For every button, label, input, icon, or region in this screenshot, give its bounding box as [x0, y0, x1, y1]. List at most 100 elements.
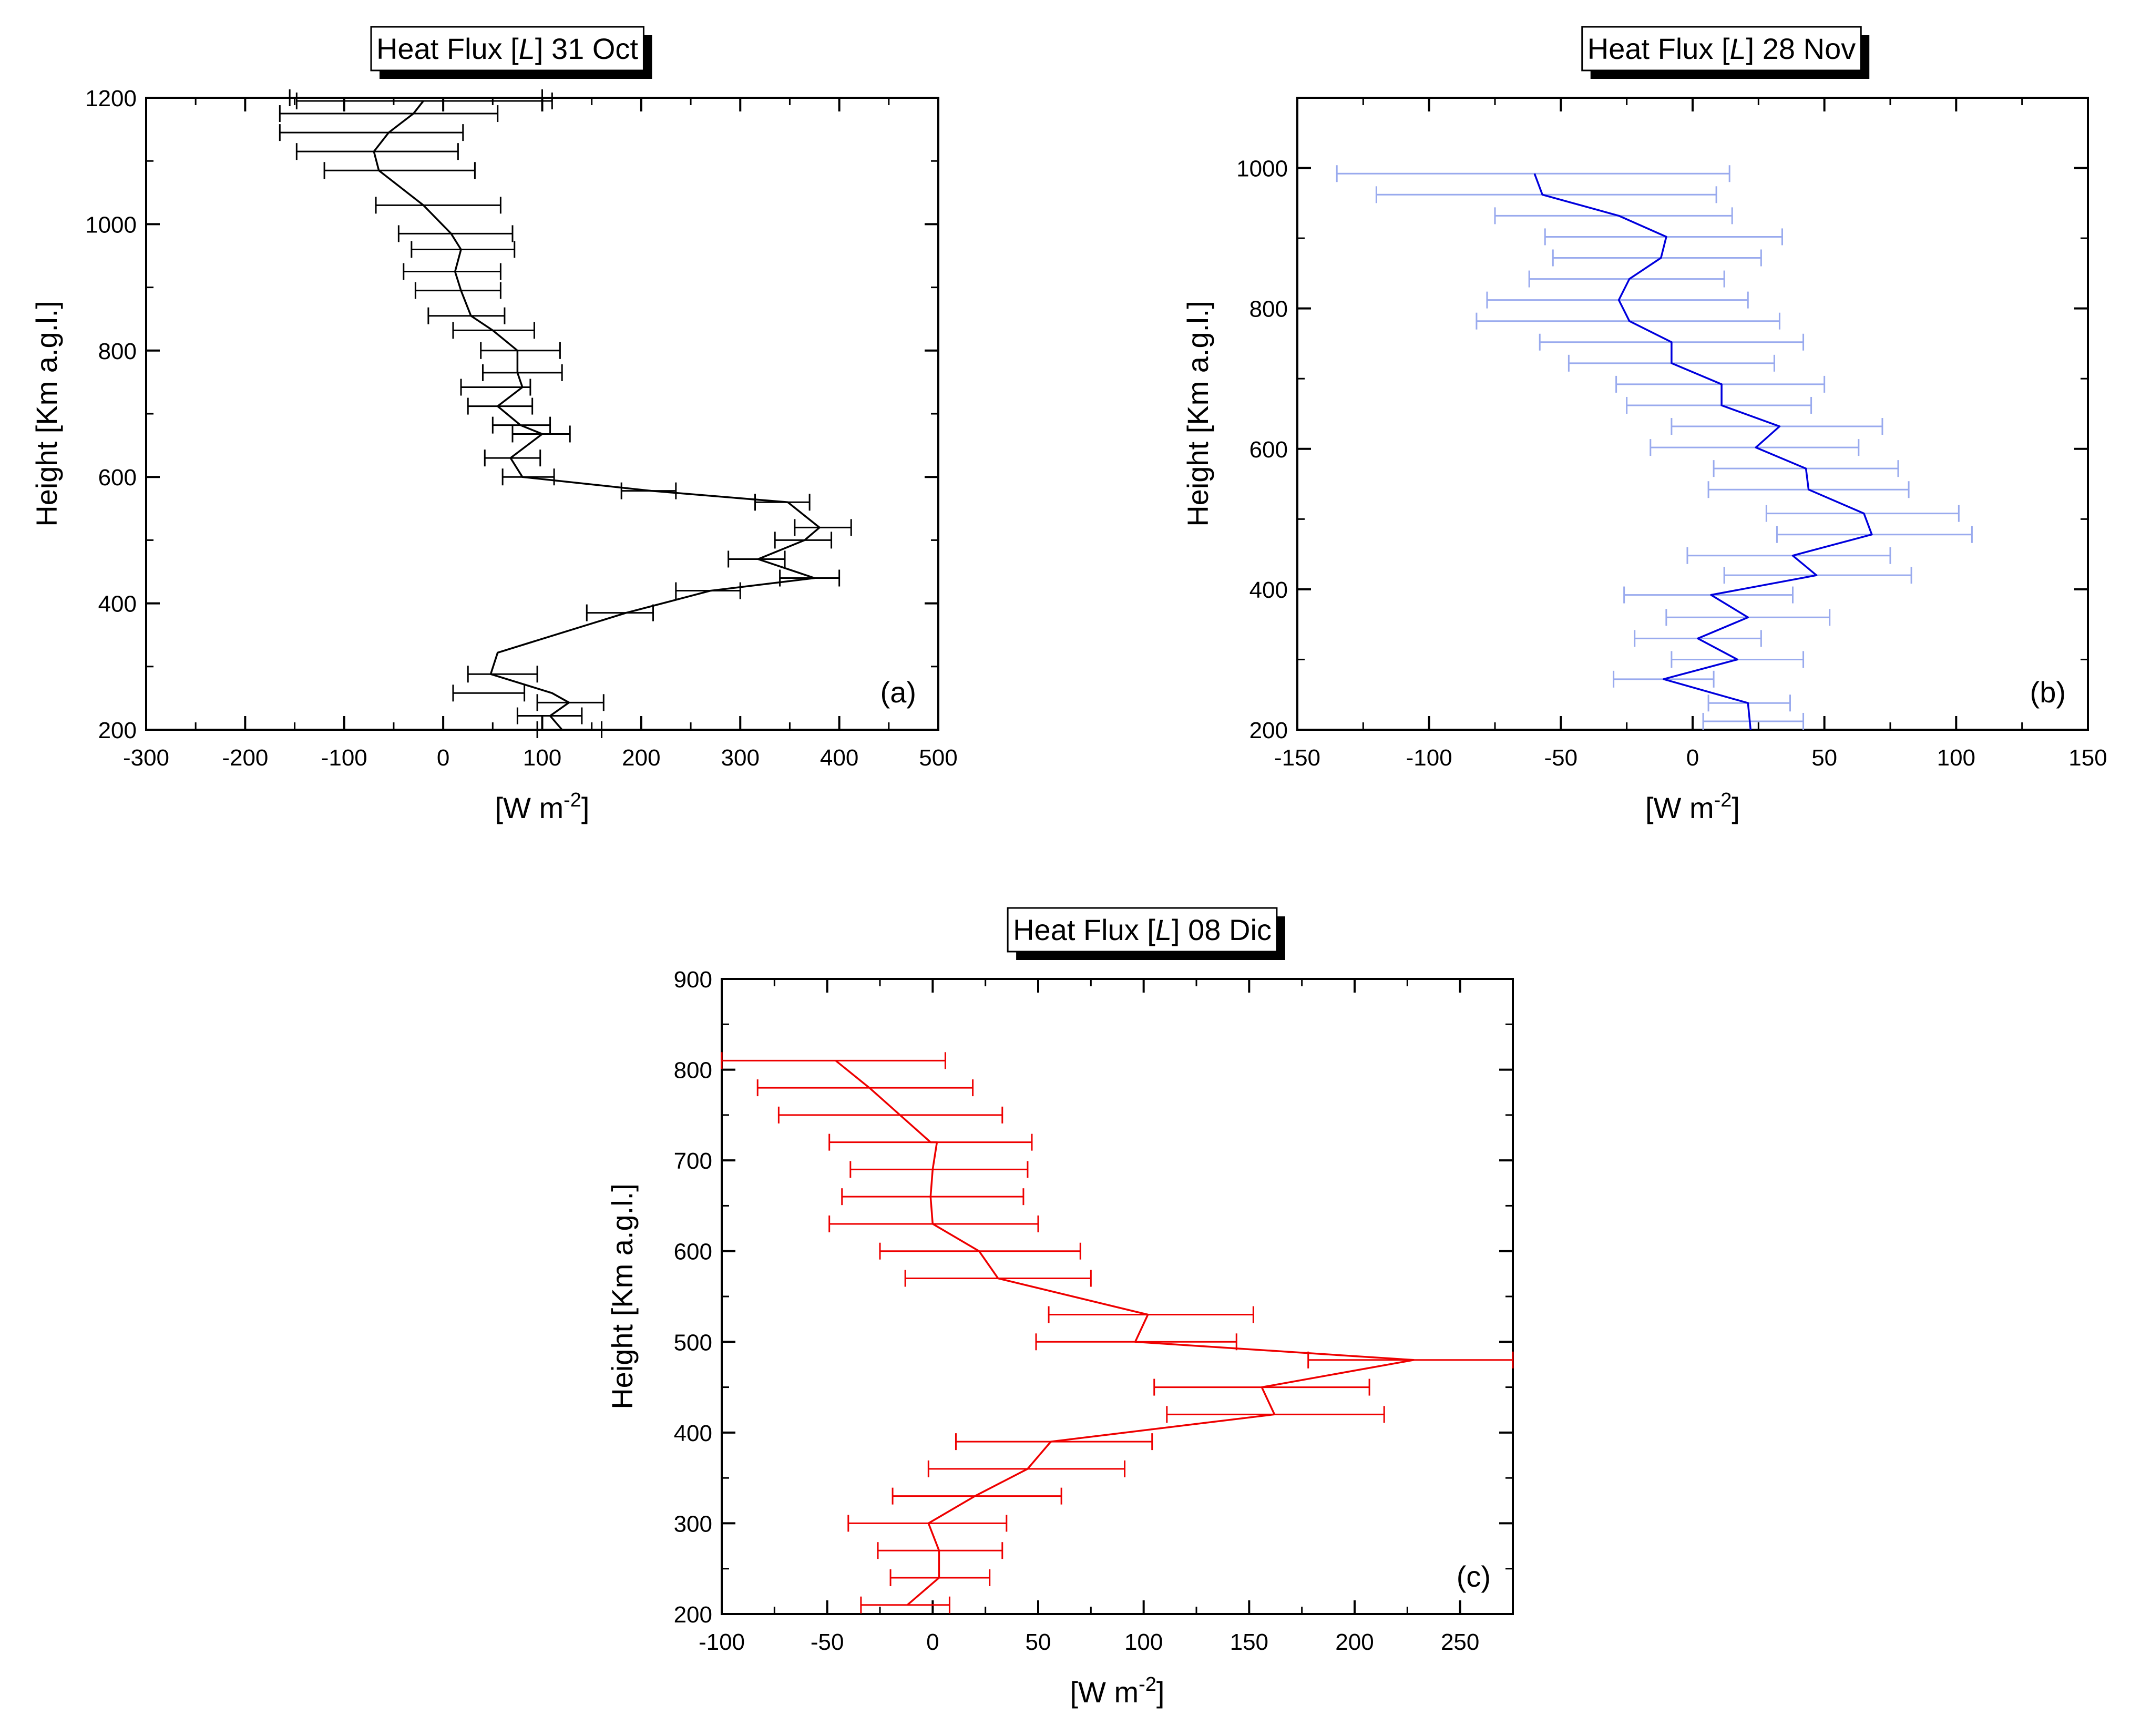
series-line [1533, 173, 1873, 730]
plot-frame [721, 978, 1514, 1615]
error-bar [397, 225, 514, 242]
chart-title-italic: L [1155, 913, 1172, 946]
x-tick-label: 250 [1441, 1629, 1479, 1655]
x-axis-title: [W m-2] [1070, 1673, 1165, 1709]
error-bar [1623, 586, 1794, 604]
x-axis-title-sup: -2 [1714, 789, 1732, 811]
error-bar [536, 694, 605, 711]
x-axis-title-base: [W m [495, 791, 564, 824]
error-bar [295, 93, 553, 110]
y-tick-label: 600 [98, 465, 137, 491]
chart-title-box [1581, 26, 1870, 79]
error-bar [460, 379, 531, 396]
y-tick-label: 400 [98, 591, 137, 617]
x-tick-label: 400 [820, 745, 858, 771]
error-bar [892, 1487, 1062, 1505]
error-bar [1528, 270, 1725, 288]
series-line [373, 100, 821, 731]
x-axis-title-sup: -2 [564, 789, 581, 811]
x-tick-label: 0 [926, 1629, 939, 1655]
x-axis-title-end: ] [581, 791, 590, 824]
y-tick-label: 400 [674, 1421, 712, 1446]
error-bar [1702, 712, 1805, 730]
chart-title-suffix: ] 31 Oct [535, 32, 639, 65]
chart-title-prefix: Heat Flux [ [376, 32, 519, 65]
x-axis-title: [W m-2] [1645, 789, 1740, 824]
title-frame [1007, 907, 1278, 953]
x-tick-label: 0 [437, 745, 449, 771]
chart-title-prefix: Heat Flux [ [1587, 32, 1730, 65]
chart-panel-b: -150 -100 -50 0 50 100 150 200 400 600 800 1000 (b) [… [1181, 26, 2107, 824]
error-bar [1650, 439, 1860, 456]
error-bar [403, 263, 501, 280]
y-tick-label: 1000 [85, 212, 137, 238]
x-axis-title: [W m-2] [495, 789, 590, 824]
plot-frame [1296, 97, 2089, 731]
error-bar [1552, 249, 1762, 267]
y-axis-title: Height [Km a.g.l.] [1181, 301, 1214, 527]
error-bar [889, 1569, 991, 1586]
error-bar [411, 241, 516, 258]
chart-title-suffix: ] 28 Nov [1746, 32, 1856, 65]
y-tick-label: 800 [98, 339, 137, 364]
error-bar [1166, 1406, 1385, 1423]
x-axis-title-sup: -2 [1139, 1673, 1156, 1696]
y-tick-label: 500 [674, 1330, 712, 1355]
error-bar [375, 197, 501, 214]
x-axis-title-base: [W m [1070, 1676, 1139, 1709]
y-tick-label: 1000 [1236, 156, 1288, 182]
error-bar [1486, 291, 1749, 309]
error-bar [467, 397, 534, 415]
y-tick-label: 200 [1249, 718, 1288, 743]
chart-title-box [1007, 907, 1285, 960]
chart-title: Heat Flux [L] 28 Nov [1587, 32, 1856, 65]
x-tick-label: 200 [1335, 1629, 1374, 1655]
x-tick-label: 100 [1124, 1629, 1163, 1655]
panel-label: (c) [1457, 1560, 1491, 1593]
y-tick-label: 800 [1249, 297, 1288, 322]
x-tick-label: 100 [523, 745, 561, 771]
chart-panel-a: -300 -200 -100 0 100 200 300 400 500 200 400 600 800… [30, 26, 958, 824]
x-tick-label: 50 [1026, 1629, 1051, 1655]
error-bar [482, 364, 563, 381]
error-bar [289, 89, 543, 106]
chart-title-box [370, 26, 652, 79]
y-tick-label: 800 [674, 1058, 712, 1084]
x-tick-label: 50 [1811, 745, 1837, 771]
y-tick-label: 900 [674, 967, 712, 993]
x-axis-title-end: ] [1156, 1676, 1165, 1709]
x-tick-label: 300 [721, 745, 760, 771]
error-bar [756, 1079, 974, 1097]
x-tick-label: -200 [222, 745, 268, 771]
error-bar [860, 1596, 950, 1614]
y-tick-label: 300 [674, 1511, 712, 1537]
error-bar [847, 1515, 1008, 1532]
y-tick-label: 200 [98, 718, 137, 743]
title-frame [1581, 26, 1862, 72]
error-bar [1626, 396, 1812, 414]
error-bar [536, 721, 603, 738]
error-bar [728, 550, 786, 568]
error-bar [1707, 695, 1791, 712]
error-bar [877, 1542, 1003, 1559]
y-tick-label: 1200 [85, 86, 137, 111]
error-bar [841, 1188, 1025, 1206]
error-bar [849, 1161, 1029, 1178]
error-bar [452, 685, 526, 702]
error-bar [295, 143, 459, 160]
x-tick-label: 200 [622, 745, 660, 771]
title-frame [370, 26, 644, 72]
x-tick-label: 0 [1686, 745, 1699, 771]
x-tick-label: 150 [2068, 745, 2107, 771]
x-tick-label: -150 [1274, 745, 1320, 771]
x-tick-label: 150 [1230, 1629, 1268, 1655]
plot-frame [145, 97, 939, 731]
series-line [835, 1059, 1415, 1606]
error-bar [777, 1106, 1003, 1124]
chart-panel-c: -100 -50 0 50 100 150 200 250 200 300 400 500 600 700… [606, 907, 1514, 1709]
error-bar [1476, 312, 1780, 330]
x-axis-title-base: [W m [1645, 791, 1714, 824]
x-tick-label: -100 [699, 1629, 745, 1655]
error-bar [427, 307, 506, 324]
